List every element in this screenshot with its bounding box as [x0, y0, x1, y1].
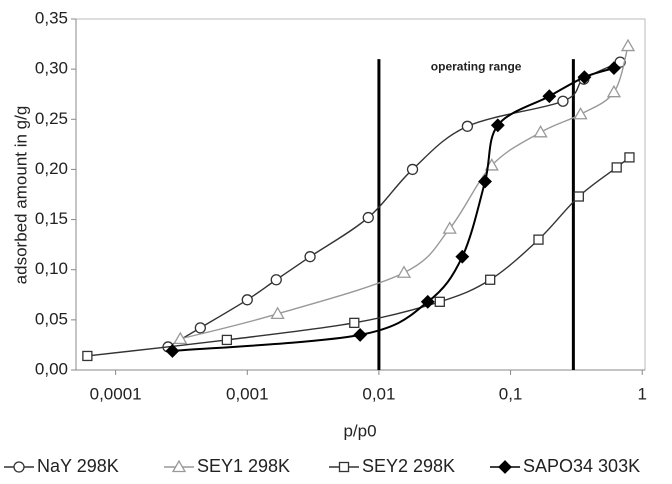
series-line: [172, 67, 615, 352]
marker: [349, 317, 360, 329]
marker: [542, 89, 557, 104]
marker: [478, 174, 492, 189]
plot-frame: [75, 18, 646, 371]
y-axis-title: adsorbed amount in g/g: [11, 106, 30, 285]
marker: [270, 274, 282, 286]
marker: [442, 221, 457, 234]
y-tick-label: 0,05: [35, 309, 68, 328]
y-tick-label: 0,30: [35, 59, 68, 78]
y-tick-label: 0,35: [35, 8, 68, 27]
marker: [485, 274, 496, 285]
marker: [221, 334, 233, 346]
marker: [614, 56, 626, 68]
marker: [304, 251, 316, 263]
annotation: operating range: [431, 59, 522, 73]
marker: [194, 322, 206, 334]
marker: [171, 459, 187, 473]
legend-label: SEY2 298K: [362, 456, 455, 476]
x-tick-label: 0,001: [226, 384, 269, 403]
marker: [420, 294, 435, 309]
x-tick-label: 0,1: [499, 384, 523, 403]
marker: [406, 163, 419, 176]
marker: [490, 118, 505, 133]
marker: [173, 331, 188, 345]
legend-item: SEY2 298K: [329, 456, 455, 476]
marker: [396, 265, 412, 278]
x-axis-title: p/p0: [343, 421, 376, 440]
marker: [455, 249, 470, 264]
marker: [82, 350, 93, 362]
marker: [611, 162, 622, 173]
legend-label: SEY1 298K: [197, 456, 290, 476]
x-tick-label: 0,0001: [90, 384, 142, 403]
y-tick-label: 0,15: [35, 209, 68, 228]
marker: [533, 234, 544, 245]
legend-item: SEY1 298K: [164, 456, 290, 476]
marker: [434, 296, 445, 307]
marker: [624, 152, 635, 163]
marker: [241, 294, 253, 306]
marker: [606, 84, 622, 98]
marker: [338, 461, 350, 473]
x-tick-label: 0,01: [362, 384, 395, 403]
legend-label: NaY 298K: [37, 456, 119, 476]
marker: [573, 106, 588, 120]
marker: [607, 61, 621, 76]
marker: [165, 344, 180, 358]
marker: [573, 191, 584, 202]
marker: [577, 70, 592, 85]
marker: [498, 460, 512, 474]
y-tick-label: 0,20: [35, 159, 68, 178]
series-line: [167, 61, 621, 348]
marker: [620, 38, 636, 52]
series-line: [180, 45, 629, 340]
marker: [461, 120, 474, 132]
marker: [270, 306, 285, 319]
legend-item: SAPO34 303K: [490, 456, 640, 476]
marker: [533, 125, 548, 138]
y-tick-label: 0,10: [35, 259, 68, 278]
marker: [557, 95, 569, 107]
legend-label: SAPO34 303K: [523, 456, 640, 476]
marker: [362, 211, 374, 224]
marker: [353, 327, 368, 342]
x-tick-label: 1: [637, 384, 646, 403]
y-tick-label: 0,00: [35, 359, 68, 378]
marker: [13, 461, 25, 473]
y-tick-label: 0,25: [35, 109, 68, 128]
legend-item: NaY 298K: [4, 456, 119, 476]
